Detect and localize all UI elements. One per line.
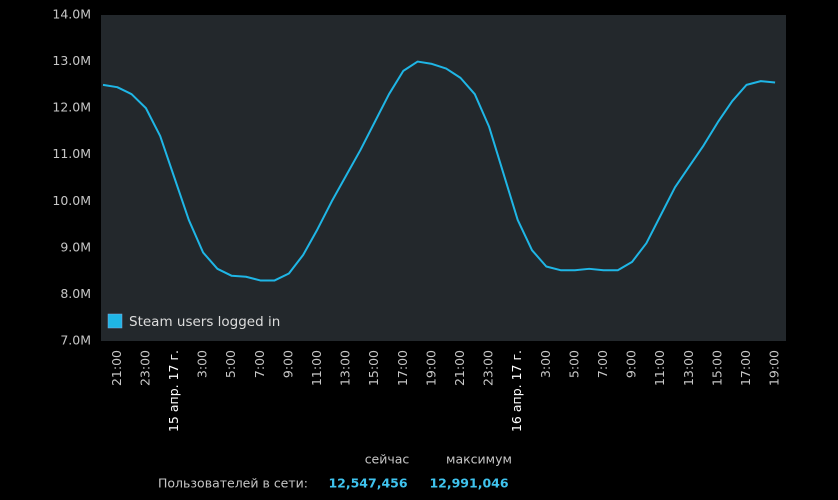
y-tick-label: 12.0M	[52, 100, 91, 115]
x-tick-label: 23:00	[137, 350, 152, 386]
x-tick-label: 13:00	[338, 350, 353, 386]
x-tick-label: 21:00	[452, 350, 467, 386]
x-tick-label: 7:00	[252, 350, 267, 378]
x-tick-label: 9:00	[624, 350, 639, 378]
x-tick-label: 7:00	[595, 350, 610, 378]
x-tick-label: 23:00	[481, 350, 496, 386]
x-tick-label: 17:00	[738, 350, 753, 386]
x-tick-label: 3:00	[538, 350, 553, 378]
x-tick-label: 15:00	[709, 350, 724, 386]
x-tick-label: 11:00	[309, 350, 324, 386]
x-tick-label: 16 апр. 17 г.	[509, 350, 524, 432]
x-tick-label: 19:00	[767, 350, 782, 386]
x-tick-label: 19:00	[423, 350, 438, 386]
y-tick-label: 7.0M	[60, 333, 91, 348]
y-tick-label: 11.0M	[52, 146, 91, 161]
y-tick-label: 8.0M	[60, 286, 91, 301]
x-tick-label: 15 апр. 17 г.	[166, 350, 181, 432]
now-value: 12,547,456	[328, 476, 407, 491]
x-tick-label: 9:00	[280, 350, 295, 378]
y-tick-label: 10.0M	[52, 193, 91, 208]
x-tick-label: 5:00	[566, 350, 581, 378]
plot-area	[101, 15, 786, 341]
legend-label: Steam users logged in	[129, 314, 280, 330]
y-tick-label: 13.0M	[52, 53, 91, 68]
y-tick-label: 14.0M	[52, 7, 91, 22]
series-line	[102, 60, 776, 282]
x-tick-label: 17:00	[395, 350, 410, 386]
x-tick-label: 13:00	[681, 350, 696, 386]
x-tick-label: 3:00	[195, 350, 210, 378]
y-tick-label: 9.0M	[60, 239, 91, 254]
x-tick-label: 5:00	[223, 350, 238, 378]
x-tick-label: 11:00	[652, 350, 667, 386]
x-tick-label: 21:00	[109, 350, 124, 386]
max-value: 12,991,046	[429, 476, 508, 491]
max-label: максимум	[446, 452, 512, 467]
stats-label: Пользователей в сети:	[158, 476, 308, 491]
now-label: сейчас	[365, 452, 410, 467]
legend-swatch	[107, 313, 123, 329]
x-tick-label: 15:00	[366, 350, 381, 386]
